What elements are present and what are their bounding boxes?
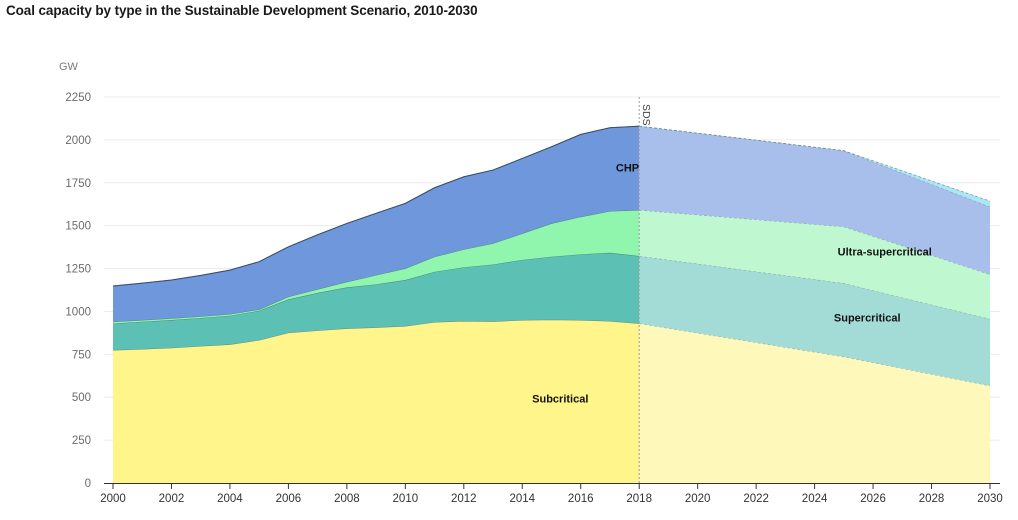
historical-area-chp [113, 126, 640, 322]
x-tick-label: 2000 [100, 493, 126, 505]
scenario-marker: SDS [638, 97, 652, 483]
historical-area-supercritical [113, 252, 640, 351]
x-tick-label: 2010 [393, 493, 419, 505]
historical-area-subcritical [113, 319, 640, 483]
y-tick-label: 750 [72, 349, 91, 361]
y-tick-label: 1500 [65, 221, 91, 233]
historical-total-line [112, 125, 640, 287]
x-tick-label: 2012 [451, 493, 477, 505]
x-tick-label: 2002 [159, 493, 185, 505]
chart-title: Coal capacity by type in the Sustainable… [6, 3, 478, 18]
projection-boundary-other [639, 125, 991, 202]
y-axis-unit-label: GW [59, 61, 79, 73]
x-tick-label: 2016 [568, 493, 594, 505]
sds-label: SDS [640, 104, 652, 126]
projection-area-supercritical [639, 256, 990, 386]
x-tick-label: 2020 [685, 493, 711, 505]
x-tick-label: 2024 [802, 493, 828, 505]
x-tick-label: 2028 [919, 493, 945, 505]
x-tick-label: 2008 [334, 493, 360, 505]
y-axis: 0 250 500 750 1000 1250 1500 1750 2000 2250 [65, 92, 91, 490]
projection-area-ultra-supercritical [639, 210, 990, 319]
x-axis: 2000 2002 2004 2006 2008 2010 2012 2014 2016 2018… [100, 483, 1003, 505]
x-tick-label: 2026 [860, 493, 886, 505]
y-tick-label: 2250 [65, 92, 91, 104]
area-labels: CHP Ultra-supercritical Supercritical Subcr… [532, 163, 932, 406]
y-tick-label: 2000 [65, 135, 91, 147]
y-tick-label: 1250 [65, 264, 91, 276]
y-tick-label: 0 [85, 478, 91, 490]
y-tick-label: 500 [72, 392, 91, 404]
y-tick-label: 1000 [65, 306, 91, 318]
x-tick-label: 2030 [977, 493, 1003, 505]
projection-area-subcritical [639, 323, 990, 483]
area-label: Subcritical [532, 393, 588, 405]
x-tick-label: 2018 [626, 493, 652, 505]
area-layers [112, 125, 991, 483]
y-tick-label: 250 [72, 435, 91, 447]
y-tick-label: 1750 [65, 178, 91, 190]
projection-area-chp [639, 126, 990, 275]
x-tick-label: 2022 [743, 493, 769, 505]
x-tick-label: 2006 [276, 493, 302, 505]
x-tick-label: 2004 [217, 493, 243, 505]
area-label: CHP [616, 163, 639, 175]
area-label: Supercritical [834, 313, 901, 325]
area-label: Ultra-supercritical [838, 247, 932, 259]
x-tick-label: 2014 [509, 493, 535, 505]
